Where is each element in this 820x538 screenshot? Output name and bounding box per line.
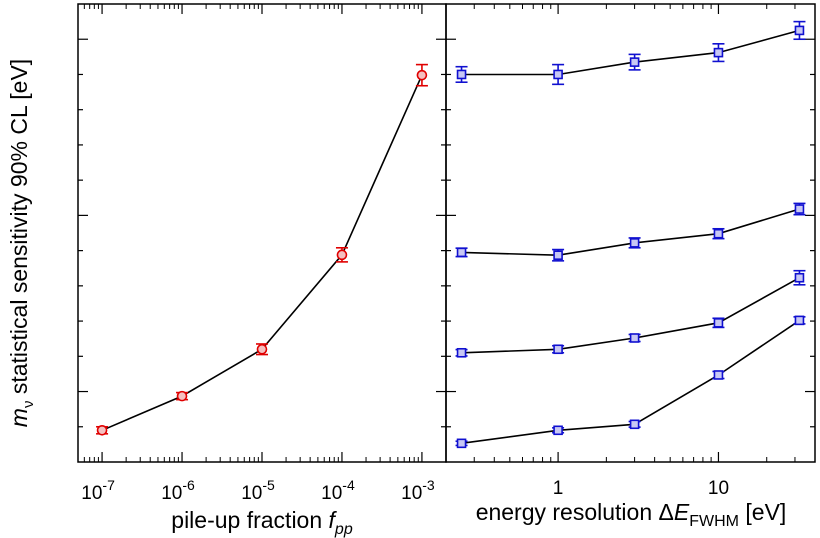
pileup-x-tick-label-base: 10 xyxy=(81,483,102,504)
data-point-square xyxy=(794,272,805,283)
pileup-x-tick-label: 10-6 xyxy=(161,477,195,504)
data-point-circle xyxy=(336,249,348,261)
resolution-x-axis-title-sub: FWHM xyxy=(689,513,739,530)
pileup-x-tick-label-exp: -7 xyxy=(102,477,115,493)
pileup-x-axis-title-var: f xyxy=(329,507,338,533)
data-point-square xyxy=(456,347,467,358)
resolution-x-tick-label: 10 xyxy=(708,478,729,499)
data-point-square xyxy=(553,344,563,355)
pileup-x-tick-label-base: 10 xyxy=(161,483,182,504)
data-point-square xyxy=(553,69,563,80)
data-point-square xyxy=(713,47,724,58)
pileup-x-tick-label: 10-5 xyxy=(241,477,275,504)
data-point-square xyxy=(553,250,563,260)
data-point-square xyxy=(456,247,467,258)
y-axis-title-var: m xyxy=(6,408,32,427)
resolution-panel-data xyxy=(455,20,806,449)
resolution-x-axis-title: energy resolution ΔEFWHM [eV] xyxy=(476,499,787,530)
data-point-circle xyxy=(96,424,108,436)
data-point-square xyxy=(629,419,640,430)
pileup-x-tick-label-exp: -4 xyxy=(342,477,355,493)
resolution-x-axis-title-unit: [eV] xyxy=(739,499,786,525)
pileup-panel-ticks: 10-7 10-6 10-5 10-4 10-3 xyxy=(78,4,446,504)
resolution-panel: 1 10 energy resolution ΔEFWHM [eV] xyxy=(445,3,816,530)
data-point-square xyxy=(456,438,467,449)
pileup-panel-data xyxy=(96,63,428,436)
resolution-x-axis-title-text: energy resolution Δ xyxy=(476,499,674,525)
data-point-square xyxy=(553,425,563,436)
y-axis-title-rest: statistical sensitivity 90% CL [eV] xyxy=(6,59,32,401)
data-point-circle xyxy=(176,390,188,402)
data-point-square xyxy=(794,204,805,214)
pileup-x-tick-label: 10-4 xyxy=(321,477,355,504)
pileup-x-tick-label: 10-7 xyxy=(81,477,115,504)
pileup-x-axis-title: pile-up fraction fpp xyxy=(171,507,353,538)
data-point-square xyxy=(713,228,724,239)
data-point-circle xyxy=(416,69,428,81)
data-point-square xyxy=(794,25,805,36)
pileup-panel: 10-7 10-6 10-5 10-4 10-3 pile-up fraction fp… xyxy=(77,3,447,538)
resolution-x-tick-label: 1 xyxy=(553,478,564,499)
data-point-square xyxy=(629,57,640,67)
data-point-square xyxy=(456,69,467,80)
pileup-series-line xyxy=(101,74,423,432)
resolution-x-axis-title-var: E xyxy=(674,499,690,525)
y-axis-title-sub: ν xyxy=(20,401,37,409)
y-axis-title: mν statistical sensitivity 90% CL [eV] xyxy=(6,59,37,427)
data-point-square xyxy=(794,315,805,326)
pileup-x-tick-label-base: 10 xyxy=(241,483,262,504)
pileup-x-tick-label-exp: -5 xyxy=(262,477,275,493)
pileup-x-tick-label: 10-3 xyxy=(401,477,435,504)
data-point-circle xyxy=(256,343,268,355)
pileup-x-axis-title-text: pile-up fraction xyxy=(171,507,328,533)
data-point-square xyxy=(629,333,640,343)
pileup-x-tick-label-base: 10 xyxy=(401,483,422,504)
pileup-x-tick-label-base: 10 xyxy=(321,483,342,504)
pileup-x-axis-title-sub: pp xyxy=(334,521,353,538)
data-point-square xyxy=(713,370,724,380)
resolution-panel-ticks: 1 10 xyxy=(446,4,815,499)
pileup-x-tick-label-exp: -6 xyxy=(182,477,195,493)
pileup-x-tick-label-exp: -3 xyxy=(422,477,435,493)
data-point-square xyxy=(629,238,640,248)
data-point-square xyxy=(713,318,724,328)
pileup-panel-frame xyxy=(77,3,447,463)
resolution-series-line xyxy=(461,29,800,76)
resolution-panel-frame xyxy=(445,3,816,463)
